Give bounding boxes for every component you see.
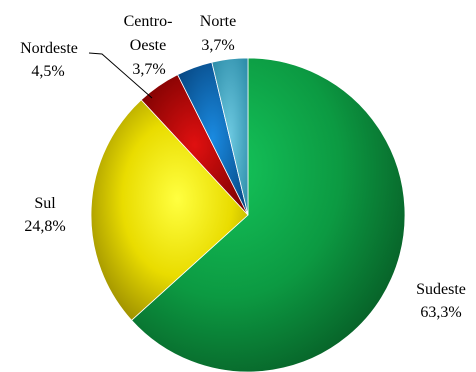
label-name-sul: Sul <box>34 195 56 212</box>
leader-lines <box>88 52 153 99</box>
pie-slices <box>90 57 406 372</box>
slice-labels: Nordeste 4,5% Centro- Oeste 3,7% Norte 3… <box>20 13 466 321</box>
label-name-centro-oeste-line2: Oeste <box>130 37 166 54</box>
label-value-sul: 24,8% <box>24 218 65 235</box>
label-value-norte: 3,7% <box>201 37 234 54</box>
pie-slice-sul <box>90 99 249 321</box>
label-name-norte: Norte <box>200 13 236 30</box>
label-name-sudeste: Sudeste <box>416 281 466 298</box>
label-value-nordeste: 4,5% <box>31 63 64 80</box>
label-name-nordeste: Nordeste <box>20 40 78 57</box>
label-value-sudeste: 63,3% <box>420 304 461 321</box>
leader-line-nordeste <box>88 52 153 99</box>
label-name-centro-oeste-line1: Centro- <box>124 13 173 30</box>
pie-slice-sudeste <box>130 57 406 372</box>
pie-slice-norte <box>211 57 249 216</box>
label-value-centro-oeste: 3,7% <box>132 61 165 78</box>
